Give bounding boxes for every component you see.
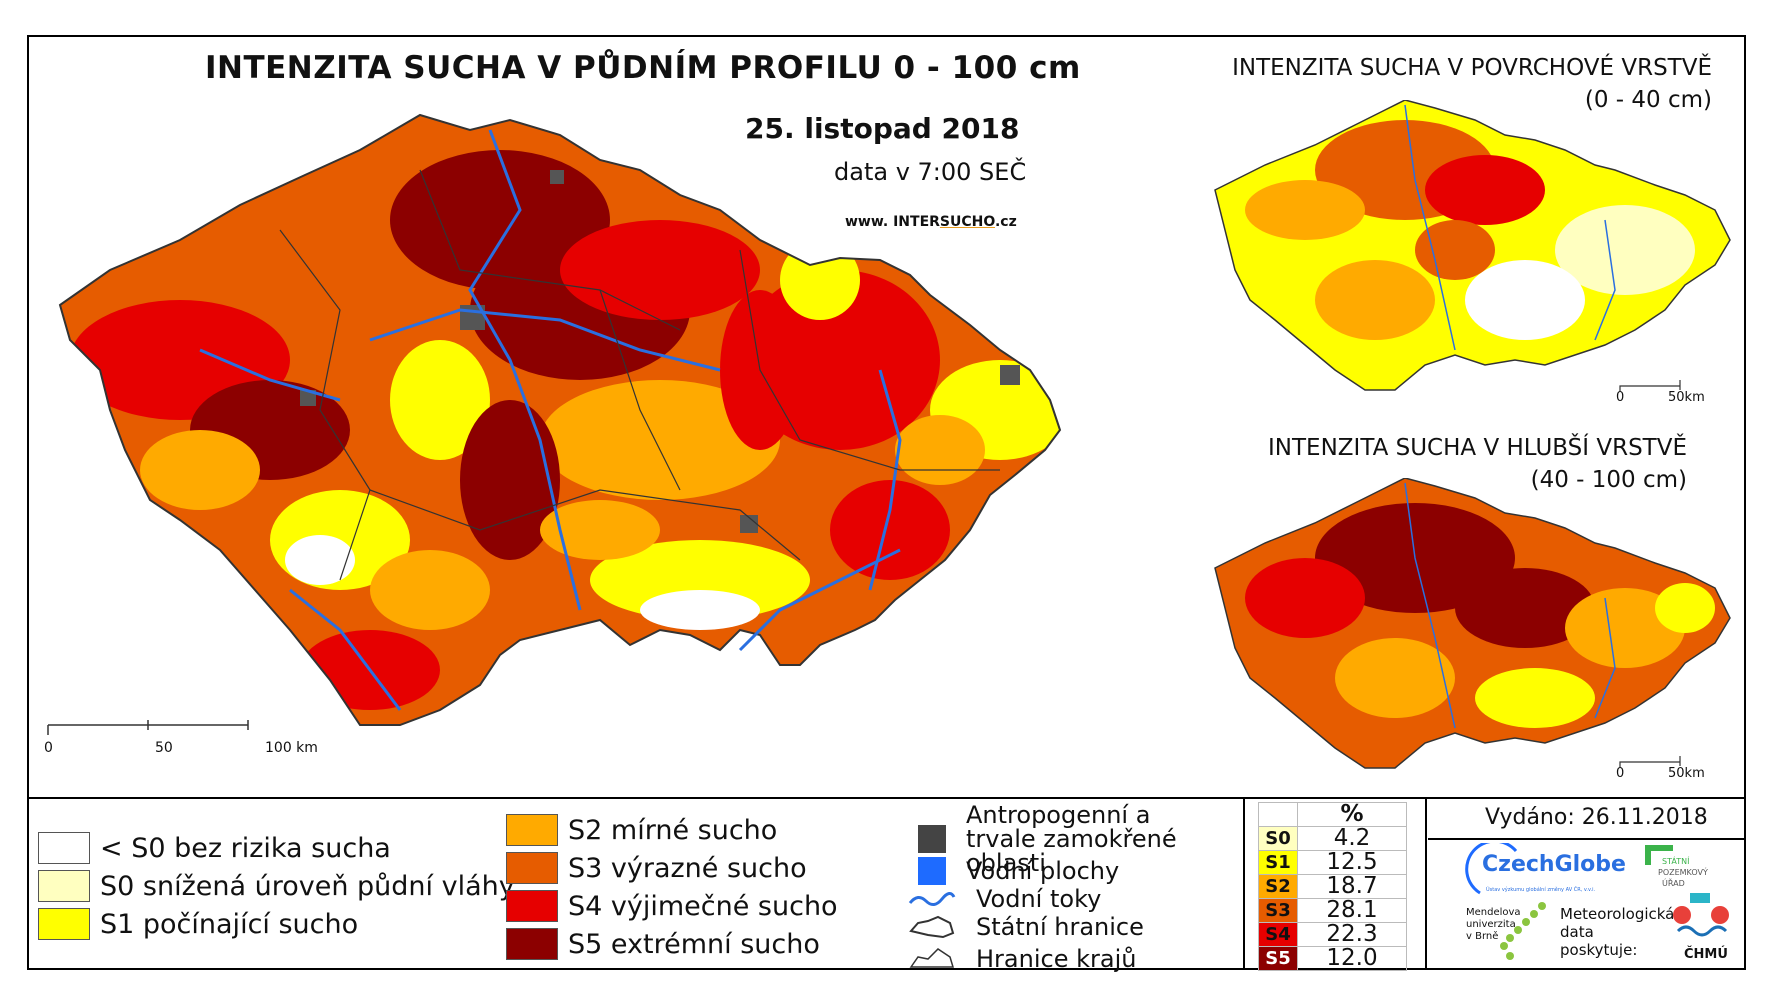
inset-surface-scale bbox=[1619, 380, 1681, 392]
table-row: S3 28.1 bbox=[1258, 898, 1407, 923]
inset-deep-depth: (40 - 100 cm) bbox=[1530, 467, 1687, 493]
drought-percent: 22.3 bbox=[1297, 922, 1407, 947]
legend-class-5: S4 výjimečné sucho bbox=[506, 890, 838, 922]
main-drought-map bbox=[58, 113, 1062, 726]
divider-left bbox=[1243, 797, 1245, 970]
drought-code: S4 bbox=[1258, 922, 1298, 947]
main-scale-0: 0 bbox=[44, 740, 53, 756]
legend-label: S0 snížená úroveň půdní vláhy bbox=[100, 870, 515, 902]
legend-label: S4 výjimečné sucho bbox=[568, 890, 838, 922]
spu-text-1: STÁTNÍ bbox=[1662, 857, 1690, 866]
legend-label: < S0 bez rizika sucha bbox=[100, 832, 391, 864]
drought-percent: 4.2 bbox=[1297, 826, 1407, 851]
inset-deep-title: INTENZITA SUCHA V HLUBŠÍ VRSTVĚ bbox=[1268, 435, 1687, 461]
czechglobe-subtitle: Ústav výzkumu globální změny AV ČR, v.v.… bbox=[1486, 887, 1596, 893]
inset-surface-depth: (0 - 40 cm) bbox=[1584, 87, 1712, 113]
issued-separator bbox=[1428, 838, 1744, 840]
river-line-icon bbox=[908, 892, 956, 906]
mendel-text-3: v Brně bbox=[1466, 931, 1499, 942]
website-link[interactable]: www. INTERSUCHO.cz bbox=[845, 214, 1017, 230]
spu-logo bbox=[1645, 845, 1673, 865]
legend-anthropogenic: Antropogenní a trvale zamokřené oblasti bbox=[918, 803, 1216, 875]
state-border-icon bbox=[909, 915, 955, 939]
legend-swatch bbox=[506, 852, 558, 884]
meteo-text-2: data bbox=[1560, 923, 1594, 941]
table-row: % bbox=[1258, 802, 1407, 827]
inset-surface-scale-50: 50km bbox=[1668, 390, 1705, 405]
inset-deep-scale bbox=[1619, 756, 1681, 768]
legend-class-3: S2 mírné sucho bbox=[506, 814, 777, 846]
main-scale-50: 50 bbox=[155, 740, 173, 756]
mendel-logo-icon bbox=[1500, 902, 1546, 960]
czechglobe-name: CzechGlobe bbox=[1482, 852, 1626, 877]
drought-percent: 18.7 bbox=[1297, 874, 1407, 899]
chmu-text: ČHMÚ bbox=[1684, 947, 1728, 962]
inset-surface-title: INTENZITA SUCHA V POVRCHOVÉ VRSTVĚ bbox=[1232, 55, 1712, 81]
legend-rivers: Vodní toky bbox=[908, 885, 1101, 913]
drought-percent: 12.5 bbox=[1297, 850, 1407, 875]
issued-date: Vydáno: 26.11.2018 bbox=[1485, 805, 1708, 830]
legend-swatch bbox=[506, 890, 558, 922]
main-scale-bar bbox=[47, 720, 249, 735]
legend-label: S5 extrémní sucho bbox=[568, 928, 820, 960]
main-scale-100: 100 km bbox=[265, 740, 318, 756]
legend-class-2: S1 počínající sucho bbox=[38, 908, 358, 940]
inset-deep-map bbox=[1214, 478, 1731, 769]
drought-percent: 12.0 bbox=[1297, 946, 1407, 971]
drought-code: S2 bbox=[1258, 874, 1298, 899]
table-row: S4 22.3 bbox=[1258, 922, 1407, 947]
legend-class-4: S3 výrazné sucho bbox=[506, 852, 807, 884]
chmu-logo-icon bbox=[1673, 893, 1729, 937]
spu-text-3: ÚŘAD bbox=[1662, 879, 1685, 888]
legend-swatch bbox=[506, 928, 558, 960]
percentage-table: % S0 4.2 S1 12.5 S2 18.7 S3 28.1 S4 22.3 S5 12.0 bbox=[1258, 802, 1407, 971]
mendel-text-1: Mendelova bbox=[1466, 907, 1521, 918]
data-time: data v 7:00 SEČ bbox=[834, 158, 1027, 186]
map-date: 25. listopad 2018 bbox=[745, 112, 1020, 145]
divider-right bbox=[1425, 797, 1427, 970]
legend-label: S1 počínající sucho bbox=[100, 908, 359, 940]
meteo-text-1: Meteorologická bbox=[1560, 905, 1675, 923]
drought-code: S1 bbox=[1258, 850, 1298, 875]
legend-swatch bbox=[38, 908, 90, 940]
table-row: S5 12.0 bbox=[1258, 946, 1407, 971]
legend-class-1: S0 snížená úroveň půdní vláhy bbox=[38, 870, 515, 902]
inset-surface-scale-0: 0 bbox=[1616, 390, 1625, 405]
mendel-text-2: univerzita bbox=[1466, 919, 1516, 930]
inset-surface-map bbox=[1214, 100, 1731, 391]
inset-deep-scale-0: 0 bbox=[1616, 766, 1625, 781]
inset-deep-scale-50: 50km bbox=[1668, 766, 1705, 781]
pct-header: % bbox=[1297, 802, 1407, 827]
main-title: INTENZITA SUCHA V PŮDNÍM PROFILU 0 - 100… bbox=[205, 50, 1081, 86]
spu-text-2: POZEMKOVÝ bbox=[1658, 868, 1708, 877]
czechglobe-logo bbox=[1465, 843, 1518, 895]
blue-square-icon bbox=[918, 857, 946, 885]
legend-swatch bbox=[38, 870, 90, 902]
table-row: S1 12.5 bbox=[1258, 850, 1407, 875]
legend-swatch bbox=[38, 832, 90, 864]
legend-label: S3 výrazné sucho bbox=[568, 852, 807, 884]
legend-class-0: < S0 bez rizika sucha bbox=[38, 832, 391, 864]
legend-label: S2 mírné sucho bbox=[568, 814, 778, 846]
legend-separator bbox=[27, 797, 1746, 799]
dark-square-icon bbox=[918, 825, 946, 853]
legend-water-bodies: Vodní plochy bbox=[918, 857, 1119, 885]
table-row: S0 4.2 bbox=[1258, 826, 1407, 851]
drought-code: S5 bbox=[1258, 946, 1298, 971]
drought-percent: 28.1 bbox=[1297, 898, 1407, 923]
meteo-text-3: poskytuje: bbox=[1560, 941, 1638, 959]
legend-class-6: S5 extrémní sucho bbox=[506, 928, 820, 960]
drought-code: S0 bbox=[1258, 826, 1298, 851]
region-border-icon bbox=[909, 948, 955, 968]
legend-region-border: Hranice krajů bbox=[908, 945, 1136, 973]
legend-state-border: Státní hranice bbox=[908, 913, 1144, 941]
table-row: S2 18.7 bbox=[1258, 874, 1407, 899]
legend-swatch bbox=[506, 814, 558, 846]
drought-code: S3 bbox=[1258, 898, 1298, 923]
